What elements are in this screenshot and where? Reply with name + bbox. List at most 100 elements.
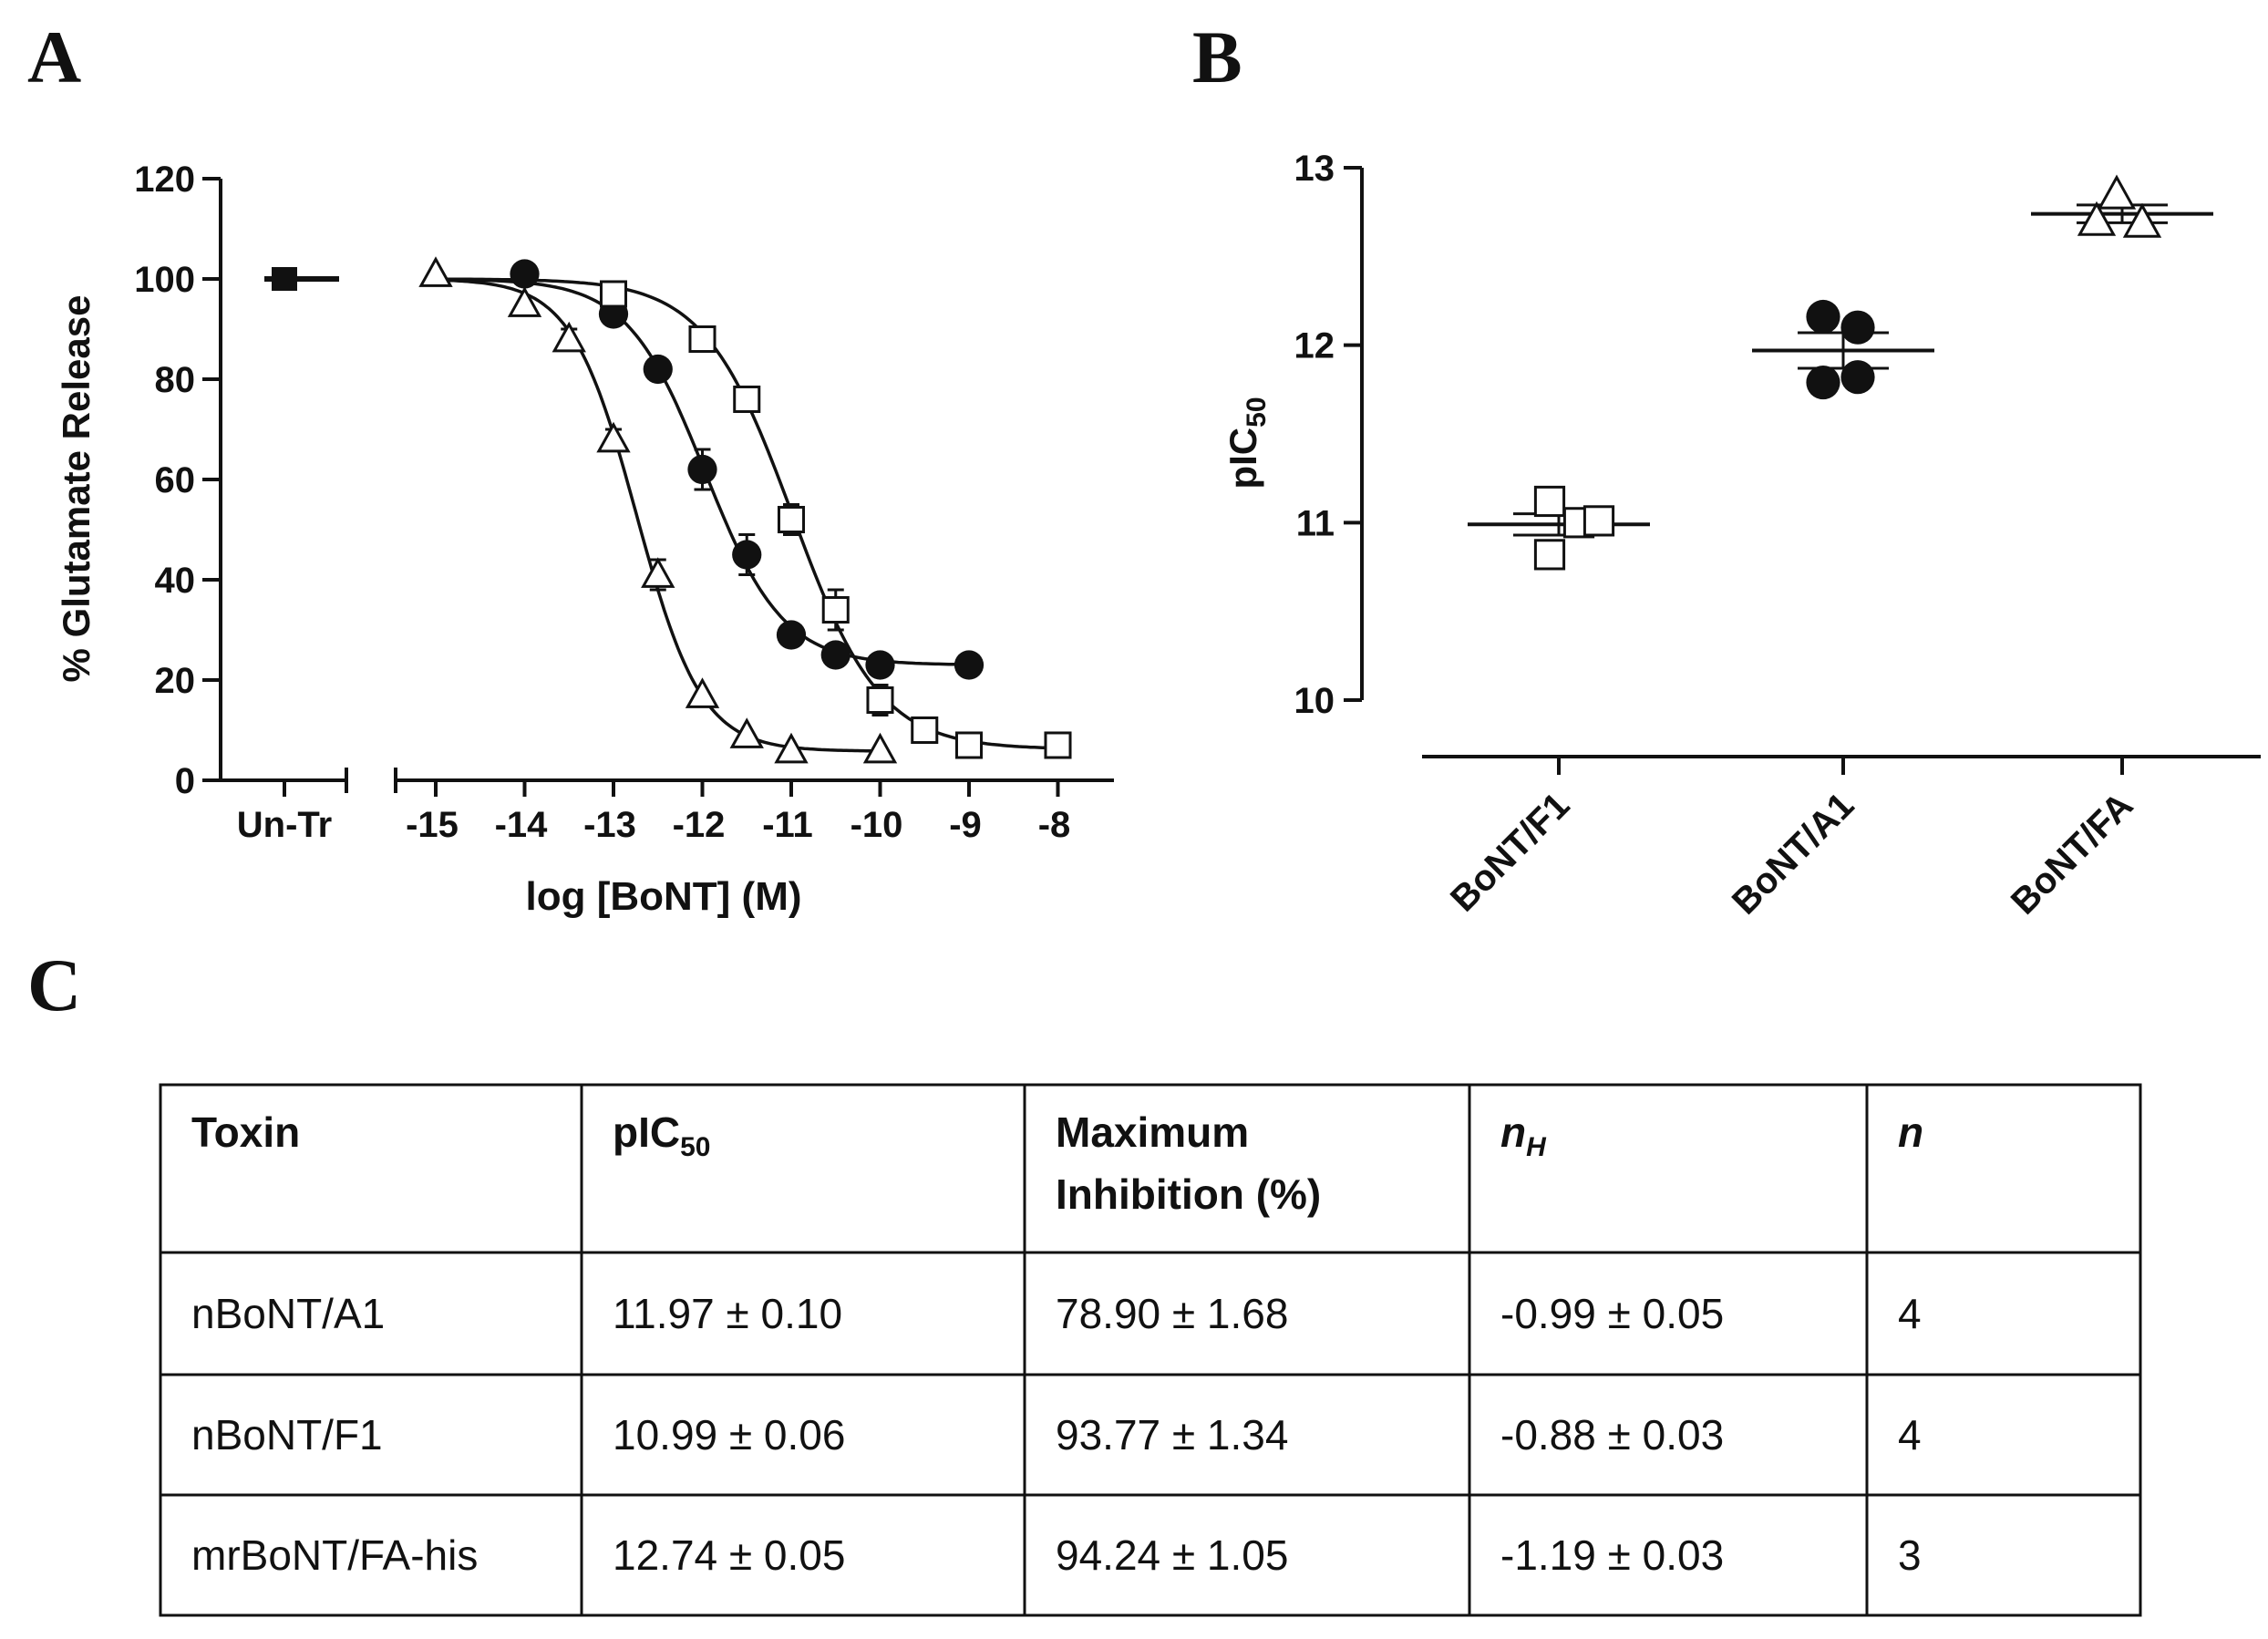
- data-point: [685, 677, 720, 708]
- table-cell: nBoNT/F1: [191, 1411, 383, 1459]
- data-point: [510, 259, 540, 289]
- y-tick-label: 20: [155, 661, 196, 701]
- table-header-subscript: H: [1526, 1132, 1547, 1162]
- data-point: [596, 421, 631, 453]
- data-point: [865, 650, 895, 680]
- data-point: [820, 640, 850, 670]
- table-header-cell: nH: [1500, 1108, 1547, 1162]
- untreated-marker: [272, 267, 297, 291]
- x-tick-label-untreated: Un-Tr: [237, 805, 332, 845]
- x-tick-label: -10: [850, 805, 903, 845]
- data-point: [954, 731, 984, 759]
- table-cell: mrBoNT/FA-his: [191, 1531, 478, 1579]
- data-point: [1533, 539, 1566, 571]
- data-point: [732, 540, 762, 570]
- data-point: [2077, 201, 2117, 236]
- data-point: [866, 685, 894, 715]
- table-header-cell-line2: Inhibition (%): [1056, 1170, 1321, 1218]
- table-cell: 78.90 ± 1.68: [1056, 1290, 1288, 1337]
- y-tick-label: 0: [175, 761, 195, 801]
- data-point: [1806, 365, 1840, 400]
- table-header-text: Toxin: [191, 1108, 300, 1156]
- x-tick-label: BoNT/FA: [2004, 785, 2141, 923]
- y-tick-label: 80: [155, 360, 196, 400]
- table-cell: -0.99 ± 0.05: [1500, 1290, 1724, 1337]
- table-header-cell: Toxin: [191, 1108, 300, 1156]
- data-point: [911, 716, 939, 745]
- table-header-cell: Maximum: [1056, 1108, 1249, 1156]
- x-tick-label: -15: [406, 805, 459, 845]
- y-tick-label: 60: [155, 460, 196, 500]
- table-header-text: Maximum: [1056, 1108, 1249, 1156]
- x-tick-label: BoNT/A1: [1725, 785, 1862, 923]
- fit-curve-2: [431, 278, 881, 753]
- y-axis-title-main: pIC: [1222, 428, 1264, 490]
- data-point: [1044, 731, 1072, 759]
- data-point: [688, 325, 716, 354]
- y-tick-label: 12: [1294, 326, 1335, 366]
- y-tick-label: 11: [1296, 503, 1335, 543]
- table-header-cell: pIC50: [613, 1108, 710, 1162]
- data-point: [641, 557, 675, 588]
- x-tick-label: -14: [495, 805, 549, 845]
- table-header-text: pIC: [613, 1108, 680, 1156]
- y-tick-label: 100: [134, 260, 195, 300]
- table-cell: 3: [1898, 1531, 1922, 1579]
- y-tick-label: 10: [1294, 681, 1335, 721]
- data-point: [954, 650, 985, 680]
- table-cell: 4: [1898, 1411, 1922, 1459]
- x-axis-title: log [BoNT] (M): [526, 874, 802, 919]
- data-point: [1840, 310, 1875, 345]
- table-cell: 4: [1898, 1290, 1922, 1337]
- data-point: [687, 454, 717, 485]
- data-point: [2122, 202, 2162, 238]
- x-tick-label: -9: [949, 805, 982, 845]
- data-point: [1533, 485, 1566, 518]
- panel-label-b: B: [1192, 15, 1242, 98]
- data-point: [729, 717, 764, 748]
- y-tick-label: 40: [155, 561, 196, 601]
- table-cell: 12.74 ± 0.05: [613, 1531, 845, 1579]
- data-point: [418, 256, 453, 287]
- data-point: [599, 280, 628, 308]
- dose-response-chart: 0 20 40 60 80 100 120 % Glutamate Release Un-Tr -…: [55, 160, 1114, 919]
- data-point: [774, 732, 809, 764]
- table-cell: nBoNT/A1: [191, 1290, 385, 1337]
- data-point: [2097, 174, 2137, 210]
- y-tick-label: 120: [134, 160, 195, 200]
- data-point: [862, 732, 898, 764]
- y-tick-label: 13: [1294, 149, 1335, 189]
- x-tick-label: -8: [1038, 805, 1071, 845]
- y-axis-title: pIC50: [1222, 397, 1272, 489]
- y-axis-title-subscript: 50: [1242, 397, 1272, 427]
- data-point: [643, 354, 673, 385]
- y-axis-title: % Glutamate Release: [55, 295, 98, 683]
- panel-label-c: C: [27, 943, 82, 1026]
- pic50-scatter-chart: 10 11 12 13 pIC50 BoNT/F1 BoNT/A1 BoNT/FA: [1222, 149, 2261, 923]
- panel-label-a: A: [27, 15, 82, 98]
- data-point: [1806, 299, 1840, 335]
- table-cell: -0.88 ± 0.03: [1500, 1411, 1724, 1459]
- x-tick-label: -12: [673, 805, 726, 845]
- table-border: [159, 1083, 2142, 1617]
- x-tick-label: BoNT/F1: [1443, 785, 1577, 919]
- data-point: [507, 286, 542, 317]
- table-header-cell: n: [1898, 1108, 1923, 1156]
- table-cell: -1.19 ± 0.03: [1500, 1531, 1724, 1579]
- table-cell: 94.24 ± 1.05: [1056, 1531, 1288, 1579]
- data-point: [776, 620, 807, 650]
- x-tick-label: -13: [583, 805, 636, 845]
- table-cell: 11.97 ± 0.10: [613, 1290, 842, 1337]
- data-point: [552, 321, 586, 353]
- data-point: [777, 505, 806, 534]
- x-tick-label: -11: [762, 805, 813, 845]
- data-point: [1840, 360, 1875, 395]
- data-point: [733, 385, 761, 414]
- table-cell: 10.99 ± 0.06: [613, 1411, 845, 1459]
- table-header-text: n: [1500, 1108, 1526, 1156]
- table-header-text: n: [1898, 1108, 1923, 1156]
- table-cell: 93.77 ± 1.34: [1056, 1411, 1288, 1459]
